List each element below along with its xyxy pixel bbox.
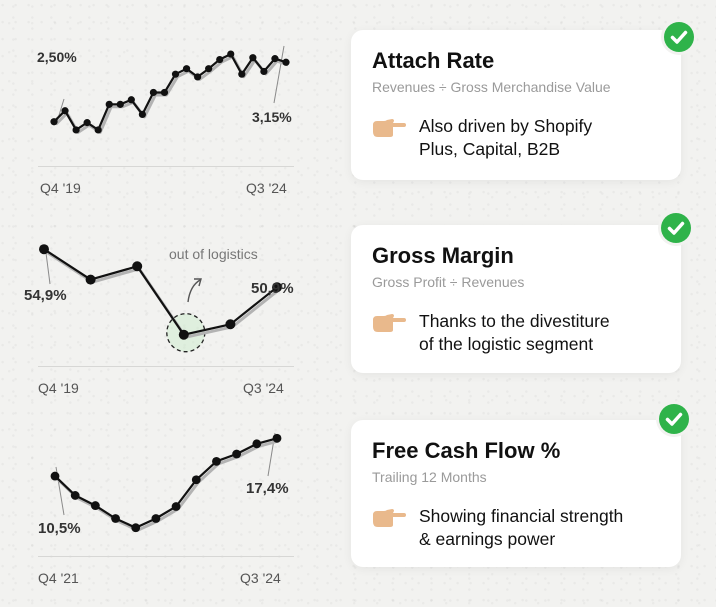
card-subtitle: Trailing 12 Months xyxy=(372,469,487,485)
data-point xyxy=(160,88,169,97)
attach-rate-start-period: Q4 '19 xyxy=(40,180,81,196)
data-point xyxy=(282,58,290,66)
check-circle-icon xyxy=(659,404,689,434)
gross-margin-start-period: Q4 '19 xyxy=(38,380,79,396)
data-point xyxy=(260,67,268,76)
data-point xyxy=(238,70,246,78)
series-line xyxy=(53,52,287,131)
series-line xyxy=(43,248,278,336)
data-point xyxy=(182,65,191,73)
gross-margin-start-label: 54,9% xyxy=(24,287,67,304)
data-point xyxy=(178,329,189,340)
fcf-axis-line xyxy=(38,556,294,557)
data-point xyxy=(205,65,213,73)
data-point xyxy=(39,244,49,255)
data-point xyxy=(194,73,202,81)
pointing-hand-icon xyxy=(373,509,406,527)
data-point xyxy=(50,471,60,481)
data-point xyxy=(111,514,120,523)
data-point xyxy=(227,50,235,58)
attach-rate-card: Attach Rate Revenues ÷ Gross Merchandise… xyxy=(351,30,681,180)
card-note-line: & earnings power xyxy=(419,529,556,549)
attach-rate-start-label: 2,50% xyxy=(37,49,77,65)
curved-arrow-head xyxy=(194,278,202,287)
data-point xyxy=(83,119,91,127)
data-point xyxy=(272,282,282,293)
attach-rate-axis-line xyxy=(38,166,294,167)
card-note-line: Showing financial strength xyxy=(419,506,624,526)
data-point xyxy=(249,54,257,62)
gross-margin-annotation: out of logistics xyxy=(169,246,258,262)
fcf-start-label: 10,5% xyxy=(38,520,81,537)
data-point xyxy=(171,70,180,78)
attach-rate-end-label: 3,15% xyxy=(252,109,292,125)
gross-margin-chart: 54,9% 50,9% out of logistics Q4 '19 Q3 '… xyxy=(0,200,310,400)
gross-margin-end-period: Q3 '24 xyxy=(243,380,284,396)
data-point xyxy=(116,100,124,108)
data-point xyxy=(138,110,146,118)
card-subtitle: Revenues ÷ Gross Merchandise Value xyxy=(372,79,611,95)
free-cash-flow-card: Free Cash Flow % Trailing 12 Months Show… xyxy=(351,420,681,567)
card-note-line: of the logistic segment xyxy=(419,334,594,354)
data-point xyxy=(171,502,181,511)
card-title: Gross Margin xyxy=(372,243,514,268)
data-point xyxy=(90,501,100,510)
data-point xyxy=(252,439,262,449)
data-point xyxy=(225,319,236,330)
data-point xyxy=(85,274,96,285)
data-point xyxy=(216,55,224,64)
data-point xyxy=(50,118,58,126)
gross-margin-card: Gross Margin Gross Profit ÷ Revenues Tha… xyxy=(351,225,681,373)
card-subtitle: Gross Profit ÷ Revenues xyxy=(372,274,525,290)
attach-rate-end-period: Q3 '24 xyxy=(246,180,287,196)
data-point xyxy=(70,491,80,500)
card-note-line: Also driven by Shopify xyxy=(419,116,593,136)
data-point xyxy=(191,475,201,485)
card-title: Free Cash Flow % xyxy=(372,438,561,463)
gross-margin-axis-line xyxy=(38,366,294,367)
fcf-end-label: 17,4% xyxy=(246,480,289,497)
attach-rate-chart: 2,50% 3,15% Q4 '19 Q3 '24 xyxy=(0,0,310,200)
card-note: Also driven by Shopify Plus, Capital, B2… xyxy=(419,115,592,161)
data-point xyxy=(105,100,113,108)
check-circle-icon xyxy=(664,22,694,52)
pointing-hand-icon xyxy=(373,314,406,332)
card-note-line: Thanks to the divestiture xyxy=(419,311,610,331)
card-note: Showing financial strength & earnings po… xyxy=(419,505,623,551)
pointing-hand-icon xyxy=(373,119,406,137)
end-leader-line xyxy=(273,45,285,104)
card-note: Thanks to the divestiture of the logisti… xyxy=(419,310,610,356)
data-point xyxy=(61,107,69,115)
data-point xyxy=(151,514,161,523)
data-point xyxy=(271,55,279,63)
check-circle-icon xyxy=(661,213,691,243)
fcf-start-period: Q4 '21 xyxy=(38,570,79,586)
curved-arrow-icon xyxy=(187,279,201,303)
data-point xyxy=(94,126,102,134)
gross-margin-line-plot xyxy=(39,244,282,353)
free-cash-flow-line-plot xyxy=(50,432,282,533)
data-point xyxy=(72,126,80,134)
fcf-end-period: Q3 '24 xyxy=(240,570,281,586)
free-cash-flow-chart: 10,5% 17,4% Q4 '21 Q3 '24 xyxy=(0,400,310,607)
attach-rate-line-plot xyxy=(50,45,290,134)
data-point xyxy=(272,433,282,443)
data-point xyxy=(149,88,158,97)
data-point xyxy=(232,449,242,459)
series-line xyxy=(54,437,278,529)
data-point xyxy=(131,523,141,533)
card-title: Attach Rate xyxy=(372,48,495,73)
series-line-shadow xyxy=(45,250,280,339)
data-point xyxy=(127,96,135,104)
card-note-line: Plus, Capital, B2B xyxy=(419,139,561,159)
data-point xyxy=(132,261,143,272)
data-point xyxy=(212,456,221,466)
gross-margin-end-label: 50,9% xyxy=(251,280,294,297)
